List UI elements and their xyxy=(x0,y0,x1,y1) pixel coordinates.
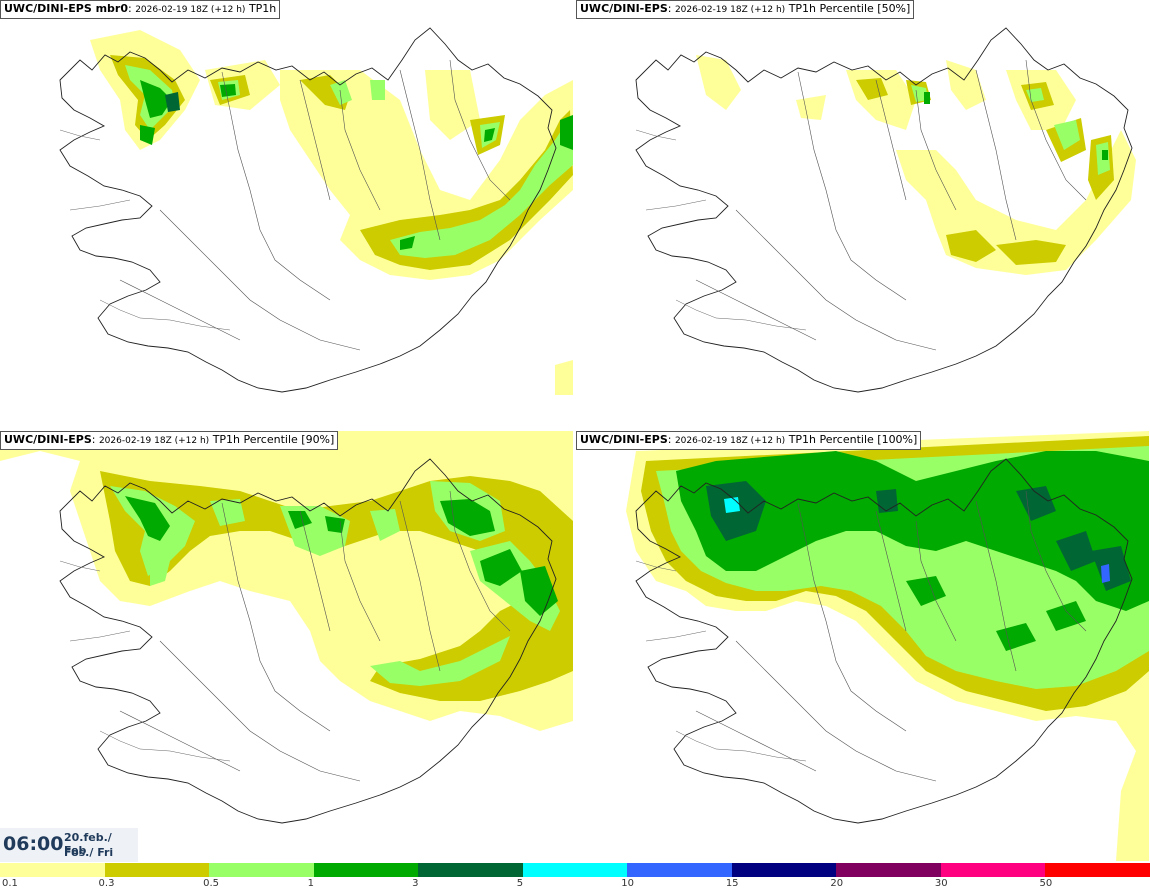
legend-label: 0.3 xyxy=(98,878,115,889)
panel-divider xyxy=(574,0,576,862)
legend-swatch xyxy=(522,863,629,877)
panel-title: UWC/DINI-EPS: 2026-02-19 18Z (+12 h) TP1… xyxy=(576,431,922,450)
legend-label: 3 xyxy=(412,878,419,889)
valid-time-box: 06:00 20.feb./ Feb Fös./ Fri xyxy=(0,828,138,862)
valid-day: Fös./ Fri xyxy=(64,846,114,859)
legend-label: 50 xyxy=(1039,878,1053,889)
legend-label: 1 xyxy=(307,878,314,889)
legend-swatch xyxy=(1045,863,1150,877)
legend-swatch xyxy=(418,863,524,877)
legend-swatch xyxy=(209,863,315,877)
legend-label: 0.5 xyxy=(203,878,219,889)
legend-swatch xyxy=(0,863,106,877)
legend-swatch xyxy=(731,863,838,877)
legend-label: 5 xyxy=(516,878,524,889)
precip-map xyxy=(59,27,573,395)
legend-swatch xyxy=(836,863,942,877)
legend-label: 30 xyxy=(934,878,948,889)
legend-label: 0.1 xyxy=(2,878,18,889)
map-panel-mbr0: UWC/DINI-EPS mbr0: 2026-02-19 18Z (+12 h… xyxy=(0,0,573,430)
panel-title: UWC/DINI-EPS: 2026-02-19 18Z (+12 h) TP1… xyxy=(0,431,339,450)
precip-map xyxy=(0,431,573,824)
legend-swatch xyxy=(940,863,1047,877)
legend-swatch xyxy=(313,863,420,877)
panel-title: UWC/DINI-EPS mbr0: 2026-02-19 18Z (+12 h… xyxy=(0,0,281,19)
map-panel-p90: UWC/DINI-EPS: 2026-02-19 18Z (+12 h) TP1… xyxy=(0,431,573,861)
legend-swatch xyxy=(627,863,733,877)
panel-title: UWC/DINI-EPS: 2026-02-19 18Z (+12 h) TP1… xyxy=(576,0,915,19)
map-panel-p50: UWC/DINI-EPS: 2026-02-19 18Z (+12 h) TP1… xyxy=(576,0,1149,430)
legend-label: 15 xyxy=(725,878,739,889)
map-panel-p100: UWC/DINI-EPS: 2026-02-19 18Z (+12 h) TP1… xyxy=(576,431,1149,861)
legend-label: 10 xyxy=(621,878,634,889)
valid-time: 06:00 xyxy=(3,833,64,855)
precip-map xyxy=(626,431,1149,861)
legend-swatch xyxy=(104,863,211,877)
legend-label: 20 xyxy=(830,878,844,889)
precip-map xyxy=(635,27,1136,393)
color-legend: 0.1 0.3 0.5 1 3 5 10 15 20 30 50 xyxy=(0,862,1150,891)
valid-date: 20.feb./ Feb xyxy=(64,831,112,857)
